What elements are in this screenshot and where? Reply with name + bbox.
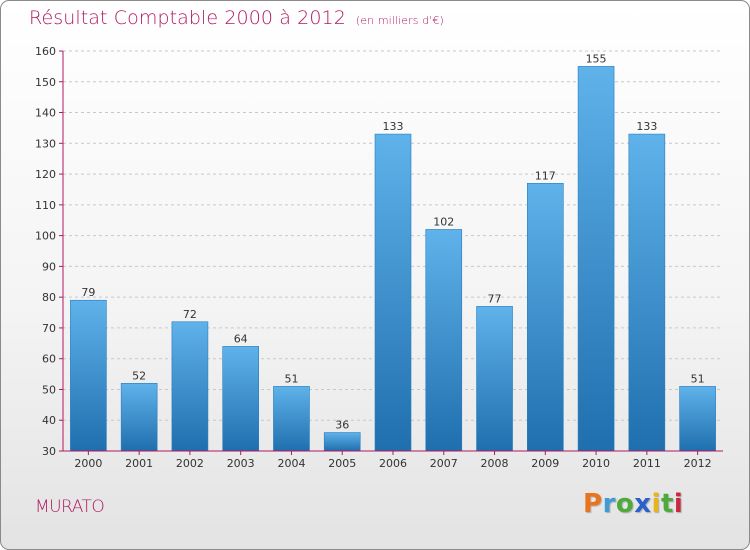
y-tick-label: 130 <box>35 137 56 150</box>
x-tick-label: 2010 <box>582 457 610 470</box>
y-tick-label: 70 <box>42 322 56 335</box>
x-tick-label: 2004 <box>277 457 305 470</box>
y-tick-label: 80 <box>42 291 56 304</box>
logo-letter: x <box>634 489 652 519</box>
y-tick-label: 120 <box>35 168 56 181</box>
x-tick-label: 2000 <box>74 457 102 470</box>
bar <box>577 66 615 452</box>
chart-title: Résultat Comptable 2000 à 2012 (en millie… <box>29 7 444 29</box>
bar-value-label: 64 <box>234 332 248 345</box>
y-tick-label: 160 <box>35 45 56 58</box>
bar <box>527 183 564 452</box>
bar-value-label: 51 <box>284 372 298 385</box>
bar <box>120 383 158 452</box>
x-tick-label: 2001 <box>125 457 153 470</box>
x-tick-label: 2003 <box>227 457 255 470</box>
logo-letter: P <box>583 489 603 519</box>
proxiti-logo: Proxiti <box>583 489 683 519</box>
bar-value-label: 117 <box>535 169 556 182</box>
bar <box>628 133 666 452</box>
bar <box>222 346 259 452</box>
x-tick-label: 2005 <box>328 457 356 470</box>
bar <box>70 299 107 452</box>
logo-letter: o <box>615 489 635 519</box>
x-tick-label: 2007 <box>430 457 458 470</box>
bar <box>323 432 361 452</box>
bar-value-label: 155 <box>586 52 607 65</box>
logo-letter: i <box>651 489 661 519</box>
bar-value-label: 133 <box>636 120 657 133</box>
bar-value-label: 52 <box>132 369 146 382</box>
x-tick-label: 2011 <box>633 457 661 470</box>
y-tick-label: 40 <box>42 414 56 427</box>
bar <box>171 321 209 452</box>
y-tick-label: 150 <box>35 76 56 89</box>
chart-subtitle: (en milliers d'€) <box>355 14 444 27</box>
logo-letter: r <box>602 489 616 519</box>
x-tick-label: 2012 <box>684 457 712 470</box>
logo-letter: i <box>673 489 684 519</box>
y-tick-label: 30 <box>42 445 56 458</box>
bar-value-label: 51 <box>691 372 705 385</box>
y-tick-label: 60 <box>42 353 56 366</box>
y-tick-label: 90 <box>42 260 56 273</box>
bar-value-label: 36 <box>335 419 349 432</box>
title-text: Résultat Comptable 2000 à 2012 <box>29 7 346 29</box>
bar <box>273 386 310 452</box>
bar-value-label: 72 <box>183 308 197 321</box>
bar-value-label: 79 <box>81 286 95 299</box>
bar-value-label: 102 <box>433 215 454 228</box>
bar <box>679 386 716 452</box>
commune-name: MURATO <box>35 497 105 517</box>
x-tick-label: 2009 <box>531 457 559 470</box>
x-tick-label: 2006 <box>379 457 407 470</box>
y-tick-label: 50 <box>42 383 56 396</box>
bar-value-label: 133 <box>383 120 404 133</box>
bar-value-label: 77 <box>488 292 502 305</box>
x-tick-label: 2002 <box>176 457 204 470</box>
x-tick-label: 2008 <box>481 457 509 470</box>
y-tick-label: 140 <box>35 107 56 120</box>
y-tick-label: 100 <box>35 230 56 243</box>
bar <box>476 306 513 452</box>
bar <box>374 133 412 452</box>
logo-letter: t <box>660 489 674 519</box>
y-tick-label: 110 <box>35 199 56 212</box>
bar <box>425 229 463 452</box>
